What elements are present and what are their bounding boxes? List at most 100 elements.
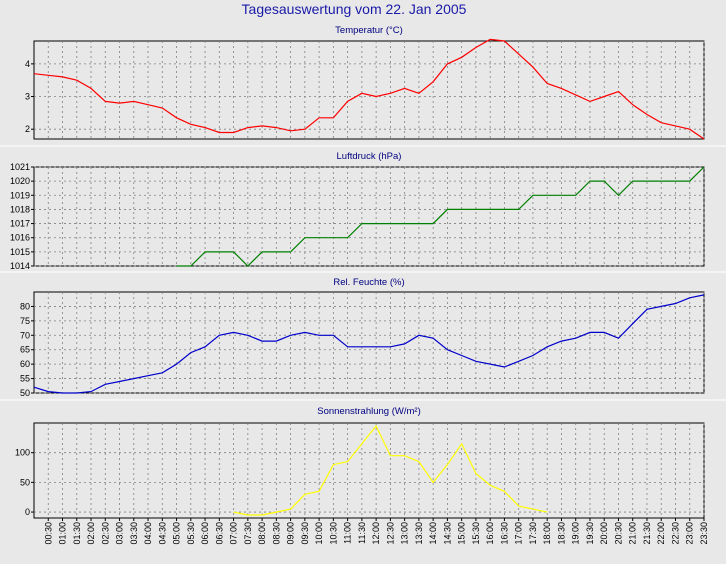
data-point <box>489 484 491 486</box>
data-point <box>275 340 277 342</box>
data-point <box>275 251 277 253</box>
data-point <box>232 251 234 253</box>
data-point <box>232 131 234 133</box>
data-point <box>532 354 534 356</box>
data-point <box>575 337 577 339</box>
x-tick-label: 12:00 <box>371 522 381 545</box>
data-point <box>646 180 648 182</box>
data-point <box>261 125 263 127</box>
data-point <box>247 514 249 516</box>
data-point <box>76 79 78 81</box>
data-point <box>703 166 705 168</box>
x-tick-label: 09:00 <box>286 522 296 545</box>
data-point <box>147 104 149 106</box>
panel-title: Luftdruck (hPa) <box>337 151 402 162</box>
data-point <box>204 251 206 253</box>
x-tick-label: 04:30 <box>157 522 167 545</box>
x-tick-label: 03:30 <box>129 522 139 545</box>
x-tick-label: 10:00 <box>314 522 324 545</box>
x-tick-label: 19:00 <box>571 522 581 545</box>
data-point <box>589 180 591 182</box>
data-point <box>532 508 534 510</box>
data-point <box>546 82 548 84</box>
y-tick-label: 4 <box>25 59 30 69</box>
data-point <box>560 87 562 89</box>
plot-area <box>33 166 705 267</box>
data-point <box>532 194 534 196</box>
x-tick-label: 12:30 <box>385 522 395 545</box>
x-tick-label: 20:30 <box>613 522 623 545</box>
data-point <box>104 383 106 385</box>
data-point <box>674 125 676 127</box>
data-point <box>175 363 177 365</box>
data-point <box>218 251 220 253</box>
data-point <box>47 74 49 76</box>
x-tick-label: 01:00 <box>58 522 68 545</box>
x-tick-label: 17:30 <box>528 522 538 545</box>
y-tick-label: 50 <box>20 388 30 398</box>
data-point <box>133 100 135 102</box>
data-point <box>389 346 391 348</box>
data-point <box>546 346 548 348</box>
data-point <box>632 180 634 182</box>
y-tick-label: 0 <box>25 507 30 517</box>
x-tick-label: 08:30 <box>271 522 281 545</box>
data-point <box>646 308 648 310</box>
data-point <box>332 237 334 239</box>
data-point <box>617 90 619 92</box>
data-point <box>660 305 662 307</box>
data-point <box>432 222 434 224</box>
data-point <box>389 92 391 94</box>
data-point <box>461 56 463 58</box>
data-point <box>518 505 520 507</box>
data-point <box>518 360 520 362</box>
panel-title: Temperatur (°C) <box>335 25 403 36</box>
y-tick-label: 50 <box>20 477 30 487</box>
data-point <box>617 337 619 339</box>
data-point <box>204 126 206 128</box>
data-point <box>389 222 391 224</box>
data-point <box>275 126 277 128</box>
y-tick-label: 80 <box>20 301 30 311</box>
data-point <box>261 514 263 516</box>
data-point <box>432 337 434 339</box>
y-tick-label: 100 <box>15 448 30 458</box>
data-point <box>589 331 591 333</box>
data-point <box>247 334 249 336</box>
data-point <box>689 180 691 182</box>
data-point <box>603 180 605 182</box>
data-point <box>503 490 505 492</box>
y-tick-label: 75 <box>20 316 30 326</box>
data-point <box>403 455 405 457</box>
data-point <box>646 113 648 115</box>
data-point <box>461 208 463 210</box>
y-tick-label: 70 <box>20 330 30 340</box>
data-point <box>90 87 92 89</box>
data-point <box>475 208 477 210</box>
series-line <box>176 166 705 267</box>
data-point <box>603 331 605 333</box>
data-point <box>489 38 491 40</box>
data-point <box>346 346 348 348</box>
data-point <box>118 102 120 104</box>
x-tick-label: 10:30 <box>328 522 338 545</box>
data-point <box>446 208 448 210</box>
data-point <box>161 372 163 374</box>
data-point <box>304 128 306 130</box>
data-point <box>518 208 520 210</box>
x-tick-label: 11:30 <box>357 522 367 544</box>
data-point <box>261 251 263 253</box>
data-point <box>375 346 377 348</box>
x-tick-label: 03:00 <box>115 522 125 545</box>
data-point <box>346 237 348 239</box>
x-tick-label: 00:30 <box>43 522 53 545</box>
data-point <box>546 194 548 196</box>
data-point <box>674 302 676 304</box>
data-point <box>575 94 577 96</box>
data-point <box>47 390 49 392</box>
data-point <box>475 46 477 48</box>
series-line <box>233 424 548 516</box>
data-point <box>503 208 505 210</box>
data-point <box>289 508 291 510</box>
